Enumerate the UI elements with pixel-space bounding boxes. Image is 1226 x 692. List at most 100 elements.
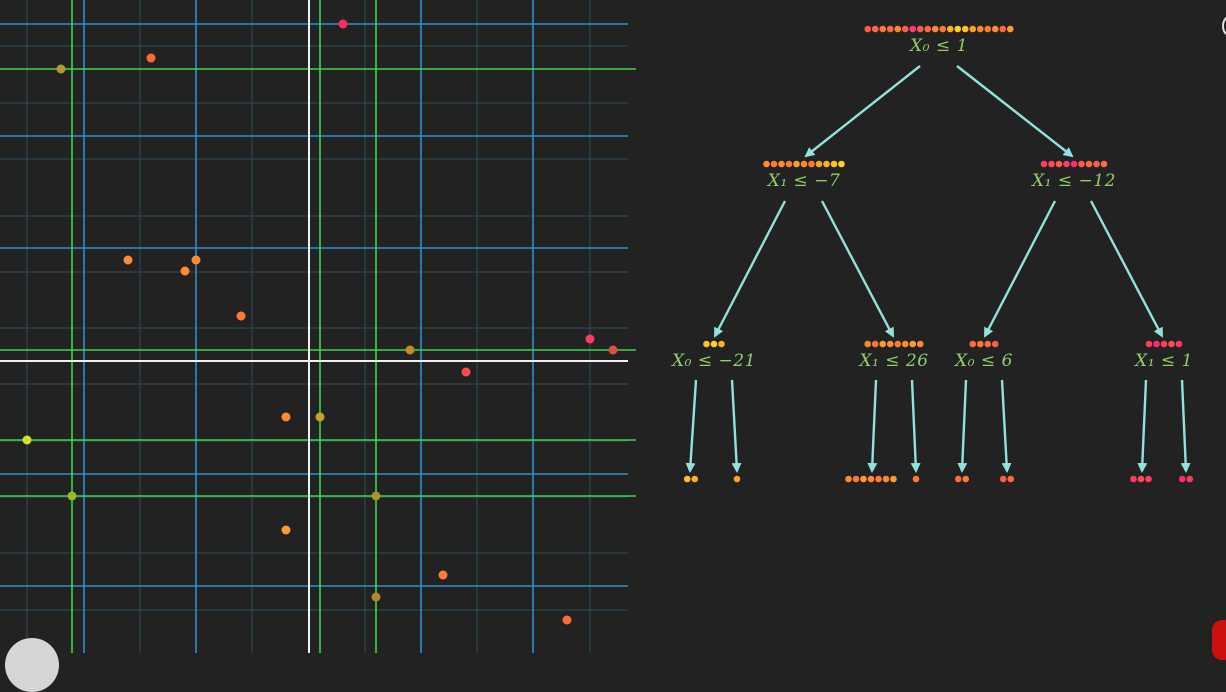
node-condition-left: X₁ ≤ −7	[767, 171, 841, 191]
tree-arrow	[1137, 379, 1148, 473]
sample-dot	[976, 340, 984, 348]
node-condition-root: X₀ ≤ 1	[910, 36, 968, 56]
sample-dot	[867, 475, 875, 483]
tree-arrow	[685, 379, 698, 473]
sample-dot	[871, 25, 879, 33]
sample-dot	[954, 475, 962, 483]
tree-arrow	[956, 65, 1074, 158]
sample-dot	[1093, 160, 1100, 168]
sample-dot	[864, 340, 872, 348]
data-point	[338, 19, 348, 29]
sample-dot	[1040, 160, 1048, 168]
sample-dot	[916, 340, 924, 348]
data-point	[123, 255, 133, 265]
sample-dot	[984, 340, 992, 348]
data-point	[405, 345, 415, 355]
sample-dot	[1145, 475, 1152, 483]
data-point	[562, 615, 572, 625]
data-point	[22, 435, 32, 445]
sample-dot	[969, 25, 977, 33]
node-condition-right: X₁ ≤ −12	[1032, 171, 1116, 191]
sample-dot	[778, 160, 785, 168]
data-point	[146, 53, 156, 63]
sample-dot	[1175, 340, 1183, 348]
tree-arrow	[983, 200, 1057, 338]
sample-dot	[946, 25, 954, 33]
sample-dot	[845, 475, 852, 483]
sample-dot	[785, 160, 793, 168]
sample-dot	[852, 475, 860, 483]
sample-dot	[924, 25, 932, 33]
sample-dot	[1178, 475, 1186, 483]
sample-dot	[999, 25, 1007, 33]
tree-arrow	[1180, 379, 1191, 473]
sample-dot	[793, 160, 800, 168]
data-point	[281, 412, 291, 422]
sample-dot	[969, 340, 977, 348]
sample-dot	[871, 340, 879, 348]
sample-dot	[991, 25, 999, 33]
sample-dot	[912, 475, 920, 483]
tree-arrow	[804, 65, 921, 158]
sample-dot	[954, 25, 962, 33]
sample-dot	[1070, 160, 1078, 168]
data-point	[371, 592, 381, 602]
sample-dot	[770, 160, 778, 168]
data-point	[67, 491, 77, 501]
sample-dot	[961, 25, 969, 33]
sample-dot	[808, 160, 815, 168]
tree-arrow	[1089, 200, 1164, 338]
sample-dot	[962, 475, 970, 483]
scatter-plot	[0, 0, 636, 653]
sample-dot	[882, 475, 890, 483]
sample-dot	[879, 340, 887, 348]
sample-dot	[1168, 340, 1175, 348]
sample-dot	[1100, 160, 1108, 168]
sample-dot	[894, 340, 902, 348]
sample-dot	[999, 475, 1007, 483]
sample-dot	[838, 160, 845, 168]
node-condition-rl: X₀ ≤ 6	[955, 351, 1013, 371]
sample-dot	[1063, 160, 1070, 168]
sample-dot	[1153, 340, 1160, 348]
sample-dot	[909, 340, 917, 348]
sample-dot	[864, 25, 872, 33]
sample-dot	[931, 25, 939, 33]
sample-dot	[939, 25, 947, 33]
sample-dot	[710, 340, 718, 348]
data-point	[371, 491, 381, 501]
sample-dot	[901, 25, 909, 33]
sample-dot	[860, 475, 867, 483]
sample-dot	[879, 25, 887, 33]
decision-tree	[683, 25, 1194, 483]
sample-dot	[1007, 475, 1015, 483]
tree-arrow	[820, 200, 895, 338]
sample-dot	[1130, 475, 1137, 483]
sample-dot	[800, 160, 808, 168]
node-condition-ll: X₀ ≤ −21	[672, 351, 756, 371]
node-condition-rr: X₁ ≤ 1	[1135, 351, 1193, 371]
sample-dot	[984, 25, 992, 33]
sample-dot	[1006, 25, 1014, 33]
sample-dot	[1078, 160, 1085, 168]
sample-dot	[830, 160, 838, 168]
sample-dot	[916, 25, 924, 33]
tree-arrow	[957, 379, 968, 473]
sample-dot	[691, 475, 699, 483]
data-point	[56, 64, 66, 74]
sample-dot	[763, 160, 770, 168]
sample-dot	[894, 25, 902, 33]
data-point	[608, 345, 618, 355]
sample-dot	[733, 475, 741, 483]
sample-dot	[1160, 340, 1168, 348]
sample-dot	[1186, 475, 1194, 483]
data-point	[281, 525, 291, 535]
node-condition-lr: X₁ ≤ 26	[859, 351, 929, 371]
sample-dot	[886, 340, 894, 348]
tree-arrow	[910, 379, 921, 473]
sample-dot	[823, 160, 830, 168]
sample-dot	[1055, 160, 1063, 168]
sample-dot	[1145, 340, 1153, 348]
tree-arrow	[730, 379, 742, 473]
subscribe-badge[interactable]	[1212, 620, 1226, 660]
